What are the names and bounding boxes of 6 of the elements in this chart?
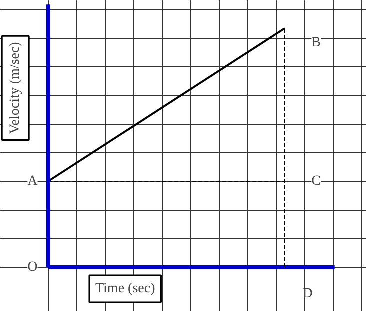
annotation: B xyxy=(312,35,322,50)
annotation: C xyxy=(312,174,322,189)
annotation: O xyxy=(28,260,38,276)
y-axis-title: Velocity (m/sec) xyxy=(8,42,24,134)
x-axis-title: Time (sec) xyxy=(95,282,156,297)
annotation: A xyxy=(28,174,39,189)
